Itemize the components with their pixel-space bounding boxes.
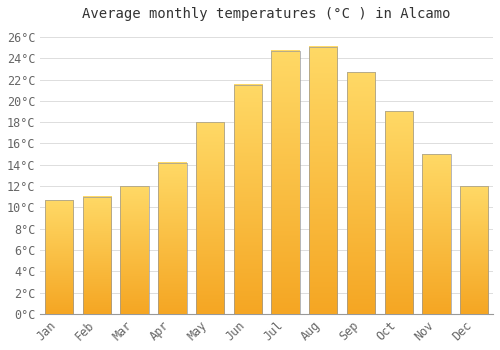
Bar xyxy=(196,122,224,314)
Bar xyxy=(158,163,186,314)
Bar xyxy=(120,186,149,314)
Bar xyxy=(234,85,262,314)
Bar xyxy=(309,47,338,314)
Bar xyxy=(384,112,413,314)
Bar xyxy=(83,197,111,314)
Title: Average monthly temperatures (°C ) in Alcamo: Average monthly temperatures (°C ) in Al… xyxy=(82,7,451,21)
Bar xyxy=(347,72,375,314)
Bar xyxy=(272,51,299,314)
Bar xyxy=(45,200,74,314)
Bar xyxy=(422,154,450,314)
Bar xyxy=(460,186,488,314)
